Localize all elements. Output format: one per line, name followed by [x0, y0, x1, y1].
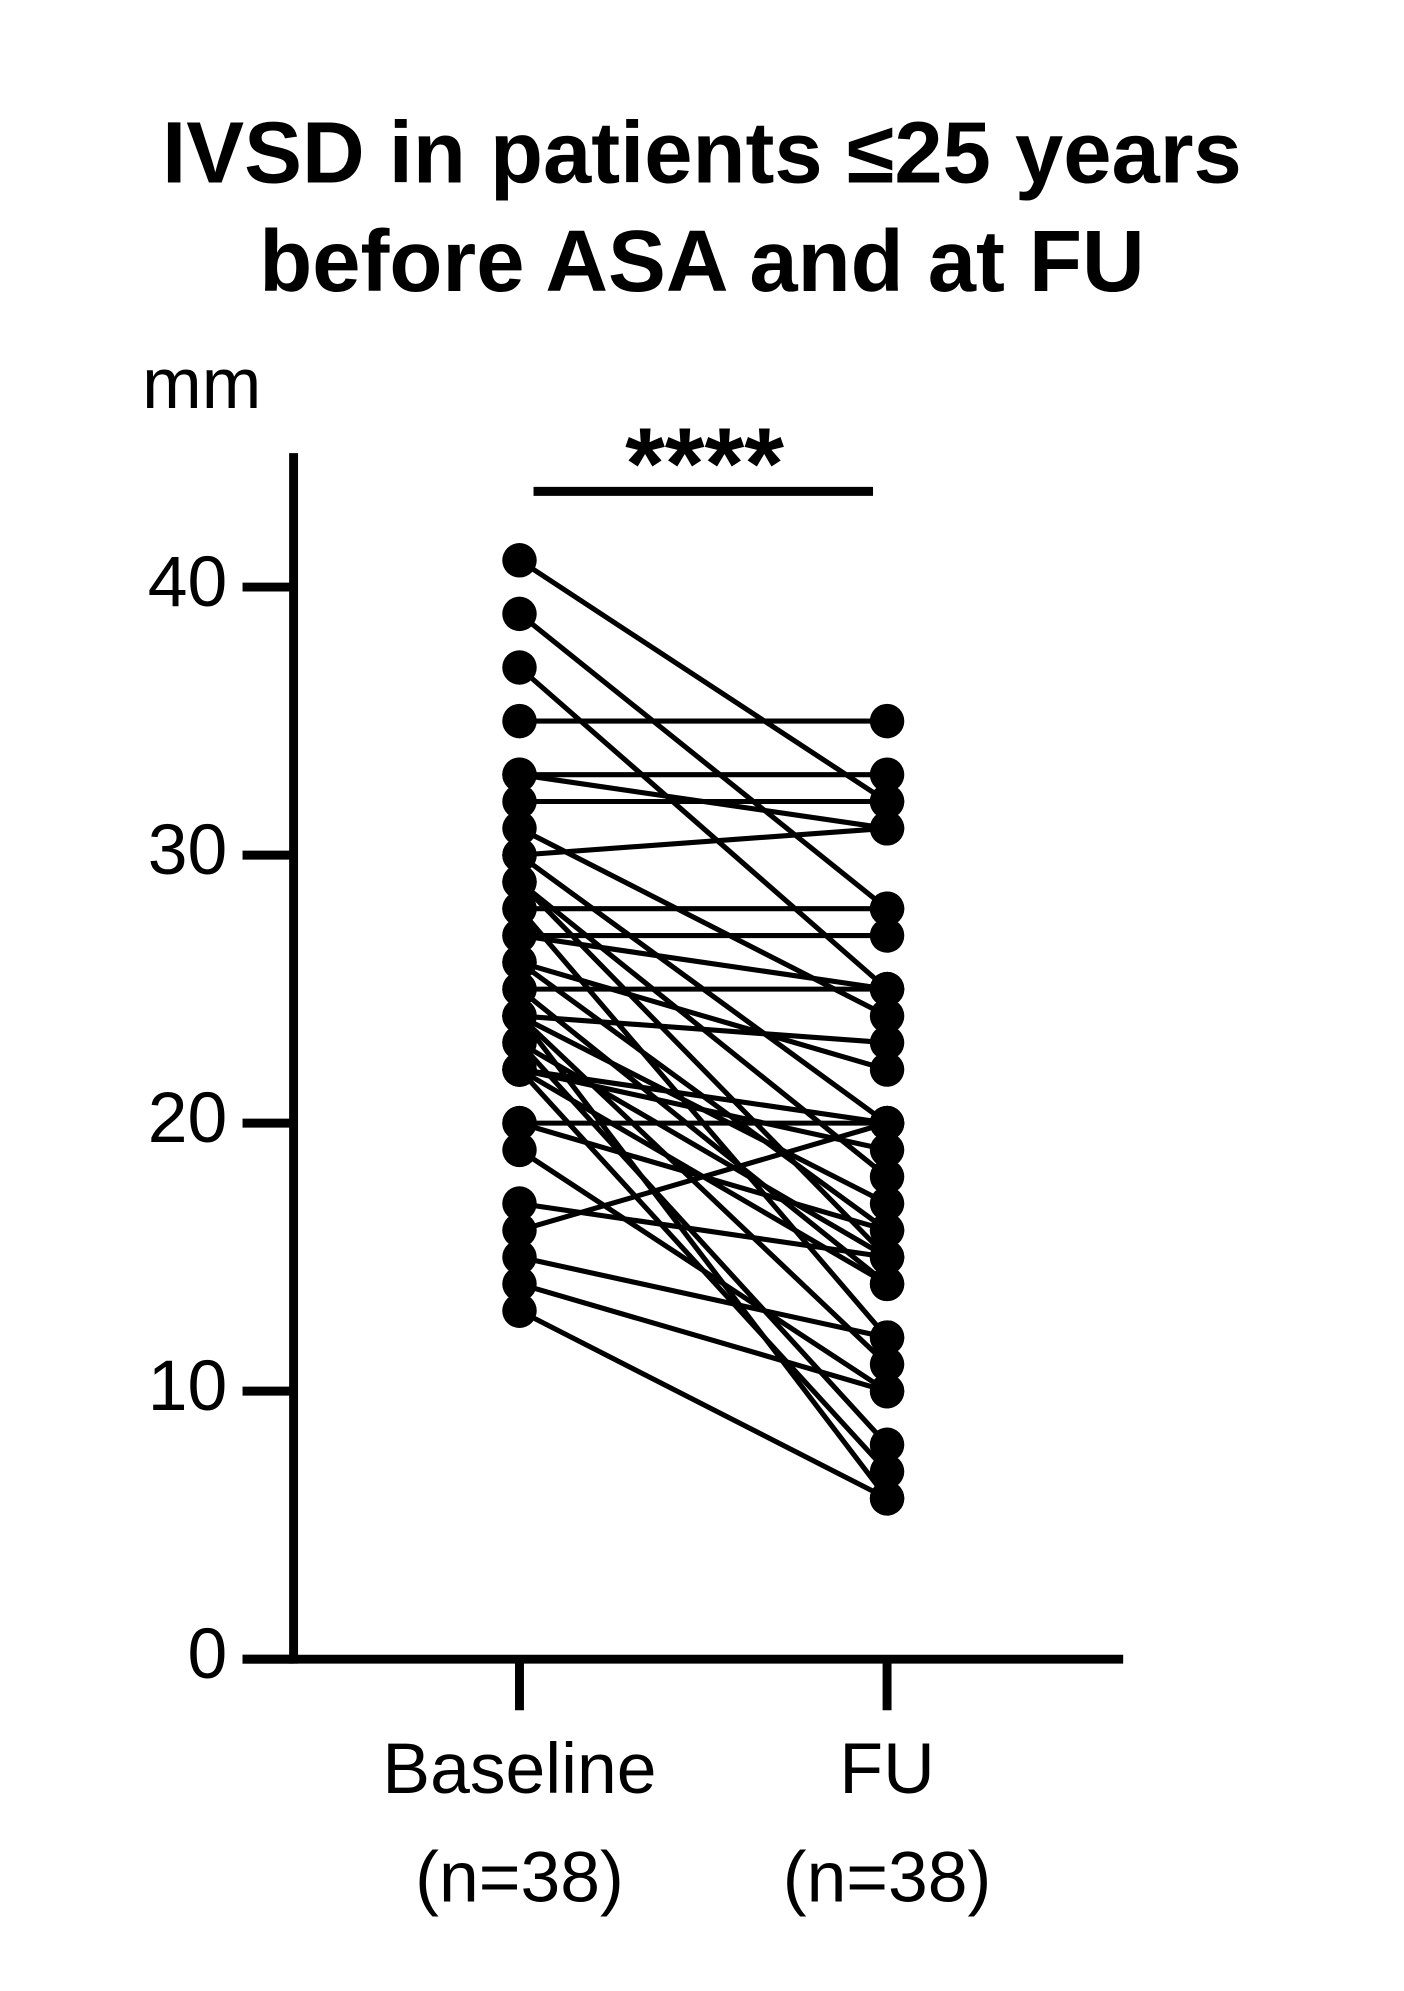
- point: [502, 1052, 537, 1087]
- x-tick-label: Baseline: [382, 1729, 656, 1809]
- pair-line: [519, 932, 888, 992]
- point: [502, 1293, 537, 1328]
- pair-line: [518, 1254, 888, 1341]
- point: [869, 1132, 905, 1168]
- point: [869, 1186, 905, 1221]
- pair-line: [519, 1201, 888, 1260]
- point: [502, 1213, 537, 1248]
- y-tick-label: 0: [187, 1614, 227, 1694]
- point: [869, 1266, 905, 1302]
- point: [869, 971, 905, 1007]
- point: [502, 596, 537, 632]
- point: [869, 1427, 905, 1462]
- point: [502, 945, 537, 980]
- point: [869, 811, 905, 846]
- point: [502, 1105, 537, 1141]
- x-tick-label: (n=38): [783, 1837, 992, 1917]
- point: [869, 998, 905, 1034]
- point: [502, 811, 537, 846]
- point: [502, 1132, 537, 1168]
- pair-line: [518, 558, 889, 804]
- point: [869, 1320, 905, 1355]
- point: [869, 1052, 905, 1087]
- point: [869, 918, 905, 953]
- point: [869, 1481, 905, 1516]
- point: [502, 650, 537, 685]
- pair-line: [519, 1066, 888, 1126]
- point: [869, 891, 905, 926]
- pair-line: [518, 826, 889, 1019]
- y-axis-label: mm: [142, 344, 261, 424]
- y-tick-label: 40: [148, 542, 228, 622]
- chart-title: before ASA and at FU: [259, 213, 1144, 310]
- pair-line: [517, 987, 889, 1286]
- point: [869, 1454, 905, 1489]
- point: [502, 1025, 537, 1060]
- point: [502, 784, 537, 819]
- pair-line: [519, 1013, 888, 1046]
- pair-line: [517, 1014, 890, 1500]
- chart-title: IVSD in patients ≤25 years: [162, 104, 1242, 201]
- point: [502, 918, 537, 953]
- point: [502, 891, 537, 926]
- point: [869, 1239, 905, 1275]
- point: [502, 757, 537, 792]
- point: [502, 864, 537, 900]
- point: [502, 971, 537, 1007]
- y-tick-label: 20: [148, 1078, 228, 1158]
- point: [502, 1186, 537, 1221]
- point: [502, 1239, 537, 1275]
- pair-line: [517, 1041, 889, 1447]
- pair-line: [518, 1120, 888, 1233]
- pair-line: [518, 1067, 888, 1153]
- point: [502, 837, 537, 873]
- point: [869, 1347, 905, 1382]
- pair-line: [517, 611, 889, 911]
- pair-line: [518, 1040, 889, 1260]
- point: [502, 1266, 537, 1302]
- point: [869, 784, 905, 819]
- point: [869, 1373, 905, 1409]
- point: [502, 543, 537, 578]
- point: [869, 1025, 905, 1060]
- pair-line: [517, 1014, 889, 1367]
- point: [502, 998, 537, 1034]
- point: [502, 703, 537, 739]
- significance: ****: [625, 407, 784, 521]
- x-tick-label: (n=38): [415, 1837, 624, 1917]
- point: [869, 1213, 905, 1248]
- pair-line: [518, 1308, 889, 1501]
- point: [869, 757, 905, 792]
- y-tick-label: 30: [148, 810, 228, 890]
- pair-line: [518, 1281, 888, 1394]
- pair-line: [519, 825, 888, 858]
- point: [869, 703, 905, 739]
- point: [869, 1159, 905, 1194]
- point: [869, 1105, 905, 1141]
- y-tick-label: 10: [148, 1346, 228, 1426]
- pair-line: [518, 1147, 889, 1394]
- x-tick-label: FU: [839, 1729, 934, 1809]
- pair-line: [518, 959, 888, 1072]
